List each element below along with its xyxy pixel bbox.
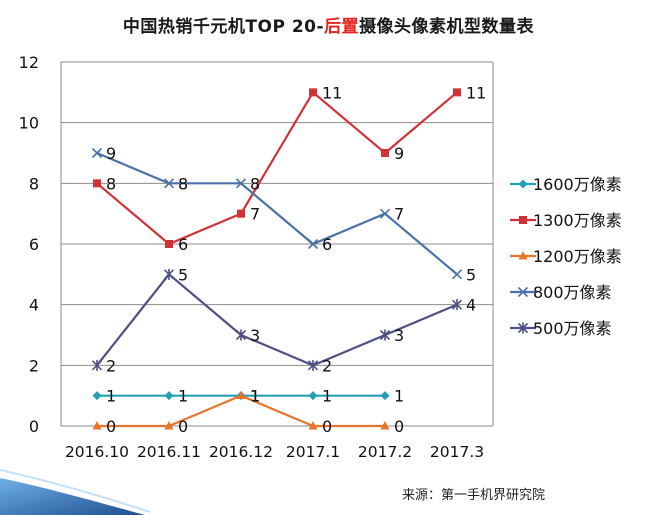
decorative-swoosh-highlight <box>0 469 151 513</box>
data-point <box>380 391 390 401</box>
y-tick-label: 0 <box>29 417 39 436</box>
data-point <box>307 238 319 250</box>
data-point <box>308 421 318 430</box>
data-label: 0 <box>178 417 188 436</box>
data-point <box>92 391 102 401</box>
data-label: 11 <box>466 83 486 102</box>
data-label: 6 <box>178 235 188 254</box>
data-label: 2 <box>322 356 332 375</box>
data-label: 0 <box>106 417 116 436</box>
x-tick-label: 2016.11 <box>137 443 201 461</box>
data-point <box>453 88 461 97</box>
x-tick-label: 2017.3 <box>430 443 484 461</box>
legend-label: 500万像素 <box>533 319 612 338</box>
x-tick-label: 2017.1 <box>286 443 340 461</box>
data-point <box>379 208 391 219</box>
legend-marker-3 <box>517 286 529 298</box>
data-label: 2 <box>106 356 116 375</box>
data-point <box>309 88 317 97</box>
data-point <box>91 359 103 371</box>
data-point <box>93 179 101 188</box>
series-line-2 <box>97 394 385 428</box>
data-point <box>451 299 463 311</box>
y-tick-label: 4 <box>29 296 39 315</box>
data-point <box>163 178 175 189</box>
data-point <box>307 359 319 371</box>
data-label: 5 <box>178 265 188 284</box>
data-point <box>380 421 390 430</box>
chart-title: 中国热销千元机TOP 20-后置摄像头像素机型数量表 <box>0 12 657 37</box>
y-tick-label: 2 <box>29 356 39 375</box>
data-label: 4 <box>466 296 476 315</box>
data-point <box>381 149 389 157</box>
legend-label: 800万像素 <box>533 283 612 302</box>
x-tick-label: 2017.2 <box>358 443 412 461</box>
y-tick-label: 10 <box>19 114 39 133</box>
data-point <box>164 391 174 401</box>
decorative-swoosh <box>0 478 145 515</box>
data-point <box>236 390 246 400</box>
data-label: 9 <box>106 144 116 163</box>
data-point <box>379 329 391 341</box>
chart-title-part-1: 中国热销千元机TOP 20- <box>122 17 325 37</box>
data-point <box>308 391 318 401</box>
data-label: 8 <box>178 174 188 193</box>
data-label: 3 <box>394 326 404 345</box>
data-label: 3 <box>250 326 260 345</box>
data-label: 11 <box>322 83 342 102</box>
data-point <box>165 240 173 248</box>
legend-label: 1200万像素 <box>533 247 622 266</box>
data-point <box>91 147 103 159</box>
data-label: 7 <box>250 205 260 224</box>
series-line-3 <box>96 151 458 276</box>
data-point <box>235 178 247 189</box>
legend-marker-1 <box>519 216 527 224</box>
data-label: 1 <box>394 387 404 406</box>
data-label: 8 <box>106 174 116 193</box>
data-label: 8 <box>250 174 260 193</box>
data-label: 1 <box>178 387 188 406</box>
data-label: 0 <box>322 417 332 436</box>
legend-marker-4 <box>517 322 529 334</box>
data-label: 1 <box>250 387 260 406</box>
x-tick-label: 2016.10 <box>65 443 129 461</box>
y-tick-label: 6 <box>29 235 39 254</box>
data-label: 6 <box>322 235 332 254</box>
data-point <box>235 329 247 341</box>
data-label: 1 <box>106 387 116 406</box>
data-point <box>451 269 463 280</box>
y-tick-label: 12 <box>19 53 39 72</box>
data-label: 1 <box>322 387 332 406</box>
data-point <box>237 209 245 218</box>
chart-title-highlight: 后置 <box>324 17 360 37</box>
series-line-4 <box>96 273 458 367</box>
data-label: 5 <box>466 265 476 284</box>
data-point <box>163 268 175 280</box>
data-label: 1 <box>250 387 260 406</box>
data-label: 0 <box>394 417 404 436</box>
legend-label: 1600万像素 <box>533 175 622 194</box>
chart-title-part-2: 摄像头像素机型数量表 <box>359 17 535 37</box>
data-label: 9 <box>394 144 404 163</box>
data-label: 7 <box>394 205 404 224</box>
y-tick-label: 8 <box>29 174 39 193</box>
series-line-1 <box>96 91 458 246</box>
legend-label: 1300万像素 <box>533 211 622 230</box>
data-point <box>164 421 174 430</box>
legend-marker-0 <box>518 179 528 189</box>
data-point <box>92 421 102 430</box>
x-tick-label: 2016.12 <box>209 443 273 461</box>
source-note: 来源：第一手机界研究院 <box>402 488 546 503</box>
legend-marker-2 <box>518 251 528 260</box>
